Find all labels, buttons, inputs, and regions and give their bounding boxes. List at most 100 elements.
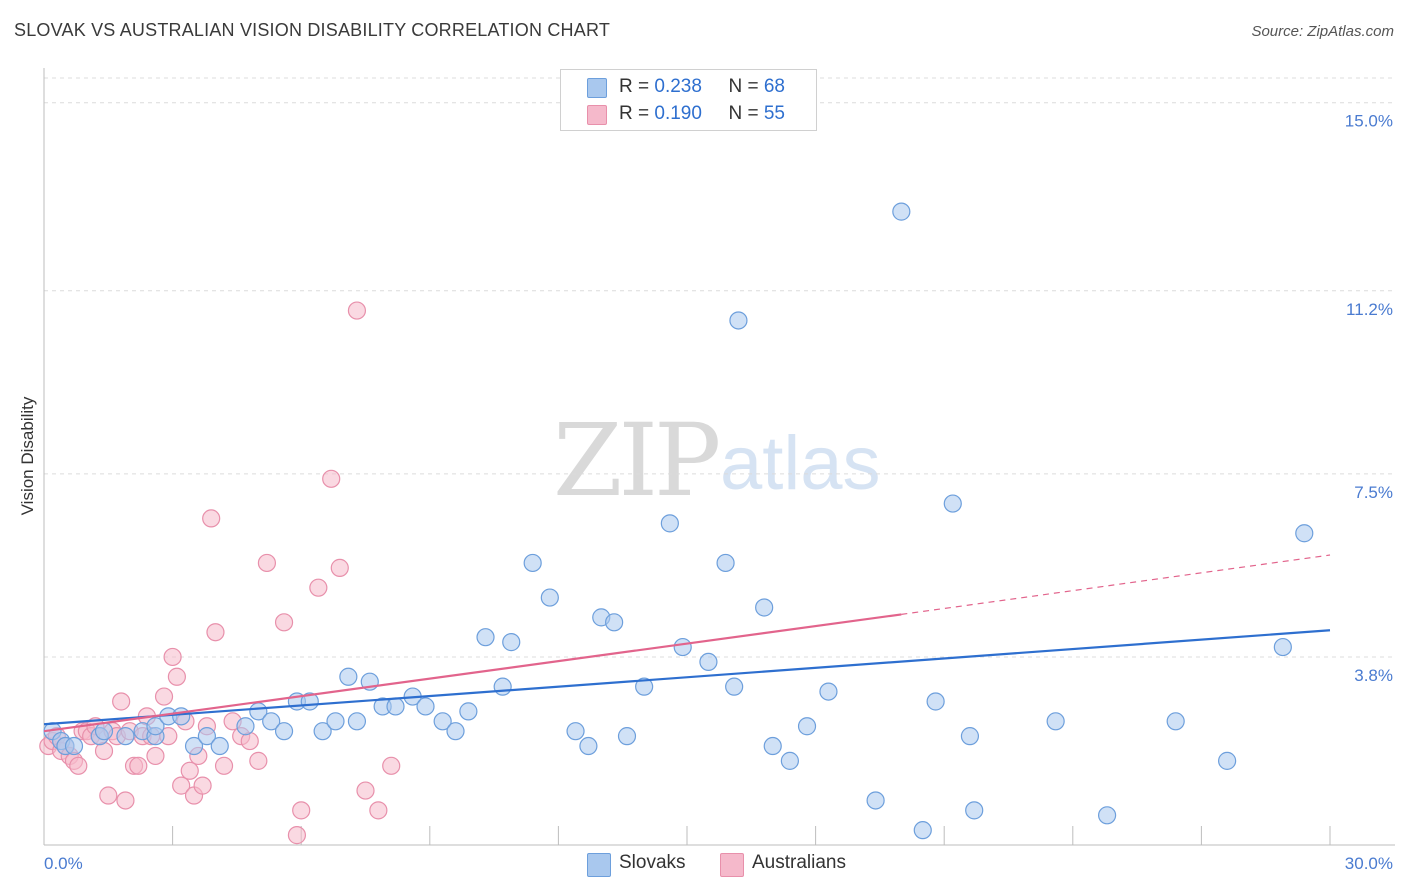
bottom-legend-swatch-australians [720,853,744,877]
australian-point [369,801,388,820]
australian-point [249,751,268,770]
slovak-point [64,736,84,756]
australian-point [112,692,131,711]
australian-point [206,623,225,642]
australian-point [382,756,401,775]
australian-point [193,776,212,795]
slovak-point [172,707,191,726]
slovak-point [347,712,367,731]
source-label: Source: ZipAtlas.com [1251,23,1394,40]
australian-point [163,647,182,667]
legend-swatch-australians [587,105,607,125]
slovak-point [146,717,165,736]
legend-n-value: 68 [763,76,785,97]
australian-point [172,776,191,795]
slovak-point [755,598,774,617]
slovak-point [326,712,345,731]
slovak-point [605,613,624,632]
slovak-point [566,722,585,741]
australian-point [287,826,307,845]
chart-title: SLOVAK VS AUSTRALIAN VISION DISABILITY C… [14,20,611,40]
slovak-point [446,722,465,741]
legend-r-label: R = [619,76,655,97]
y-tick-label: 11.2% [1346,300,1393,319]
slovak-point [960,727,980,746]
slovak-point [523,553,542,573]
slovak-point [763,736,782,756]
y-tick-label: 7.5% [1354,483,1393,502]
legend-r-label: R = [619,103,655,124]
slovak-point [274,722,294,741]
australian-point [292,801,311,820]
slovak-point [416,697,435,716]
legend-r-value: 0.238 [654,76,702,97]
bottom-legend-label-slovaks: Slovaks [619,852,686,873]
legend-r-value: 0.190 [654,103,702,124]
slovak-point [339,667,358,686]
slovak-point [184,736,204,756]
australian-point [356,781,375,800]
slovak-point [313,722,332,741]
australian-point [154,687,174,706]
australian-point [322,469,341,488]
australian-point [214,756,234,775]
slovak-point [262,712,281,731]
australian-point [69,756,88,775]
y-tick-label: 15.0% [1345,112,1393,131]
legend-n-label: N = [728,103,764,124]
slovak-point [1046,712,1065,731]
slovaks-trend-line [43,629,1331,726]
slovak-point [1218,751,1237,770]
slovak-point [493,677,512,696]
watermark-zip: ZIP [553,402,721,519]
legend-swatch-slovaks [587,78,607,98]
australian-point [146,746,165,766]
slovak-point [476,628,495,647]
slovak-point [892,202,911,221]
slovak-point [236,717,255,736]
slovak-point [635,677,654,696]
slovak-point [540,588,559,607]
australian-point [129,756,148,775]
slovak-point [617,727,637,746]
australian-point [180,761,199,780]
slovak-point [780,751,799,770]
legend-n-label: N = [728,76,764,97]
slovak-point [673,637,692,657]
australian-point [330,558,349,577]
slovak-point [502,633,521,652]
slovak-point [943,494,962,513]
slovak-point [1097,806,1117,825]
slovak-point [433,712,452,731]
slovak-point [819,682,838,701]
slovak-point [725,677,744,696]
bottom-legend-label-australians: Australians [752,852,846,873]
bottom-legend-swatch-slovaks [587,853,611,877]
australian-point [309,578,328,597]
stats-legend: R = 0.238 N = 68 R = 0.190 N = 55 [560,69,817,131]
slovak-point [866,791,885,810]
slovak-point [459,702,478,721]
slovak-point [965,801,984,820]
y-tick-label: 3.8% [1354,666,1393,685]
slovak-point [716,553,735,573]
x-tick-label: 30.0% [1345,854,1393,873]
slovak-point [926,692,945,711]
label-layer: 3.8% 7.5% 11.2% 15.0% 0.0% 30.0% Vision Disabi… [18,112,1393,873]
slovak-point [913,821,932,840]
slovak-point [1166,712,1185,731]
australian-point [257,553,277,573]
slovak-point [699,652,718,672]
trend-layer [43,554,1331,733]
australian-point [274,613,294,632]
y-axis-label: Vision Disability [18,396,37,515]
australian-point [99,786,118,805]
slovak-point [797,717,817,736]
grid-layer [44,77,1395,658]
australians-trend-extension [901,554,1331,615]
slovak-point [660,514,679,533]
slovak-point [1295,524,1314,543]
slovak-point [1273,637,1292,657]
australian-point [167,667,186,686]
